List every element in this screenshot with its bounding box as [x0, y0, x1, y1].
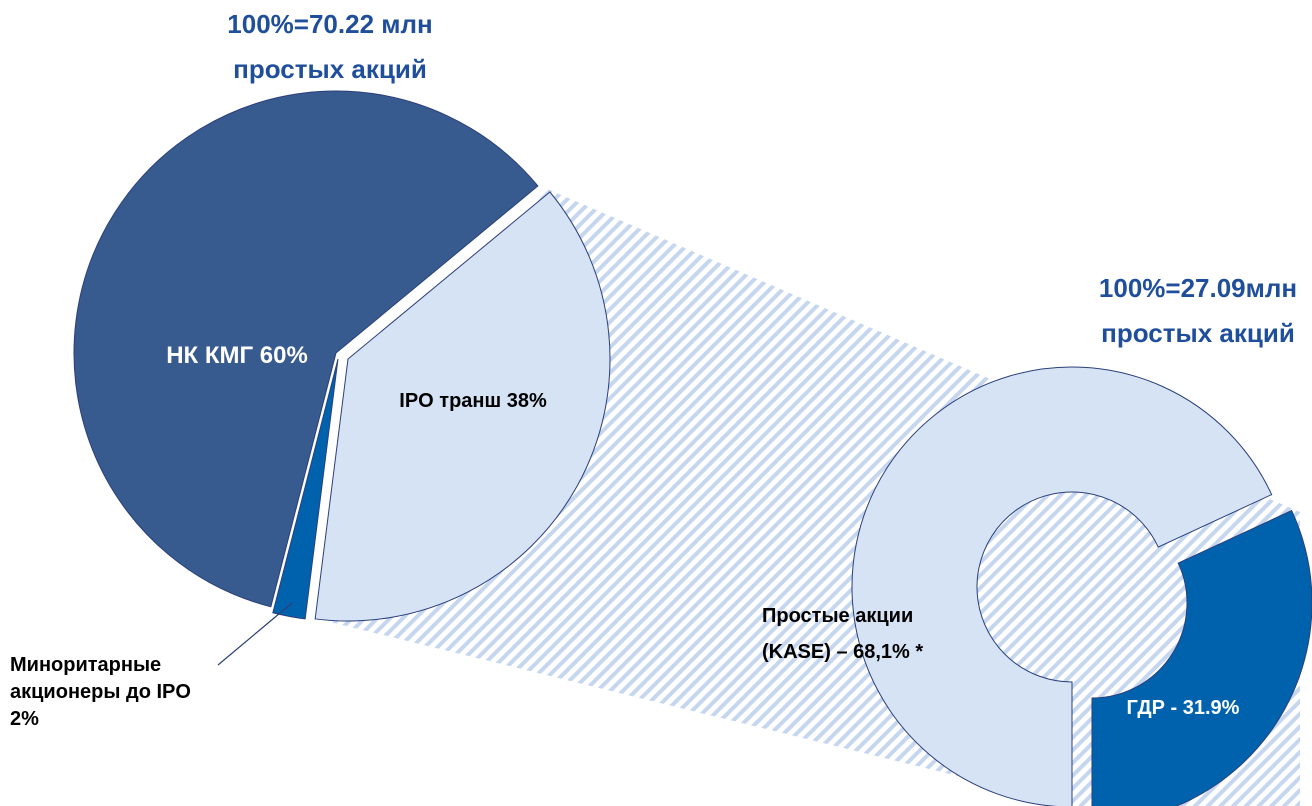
- slice-label: IPO транш 38%: [399, 390, 547, 412]
- donut-segment: [851, 366, 1273, 806]
- slice-label: ГДР - 31.9%: [1126, 697, 1240, 719]
- chart-title: 100%=70.22 млн простых акций: [227, 9, 433, 84]
- chart-title: 100%=27.09млн простых акций: [1098, 273, 1298, 348]
- slice-label: Простые акции (KASE) – 68,1% *: [762, 605, 924, 663]
- slice-label: НК КМГ 60%: [166, 342, 308, 369]
- pie-slice: [272, 358, 339, 620]
- pie-slice: [73, 90, 539, 608]
- leader-line: [217, 602, 293, 666]
- slice-label: Миноритарные акционеры до IPO 2%: [10, 654, 191, 730]
- pie-slice: [314, 191, 611, 622]
- donut-segment: [1091, 509, 1312, 806]
